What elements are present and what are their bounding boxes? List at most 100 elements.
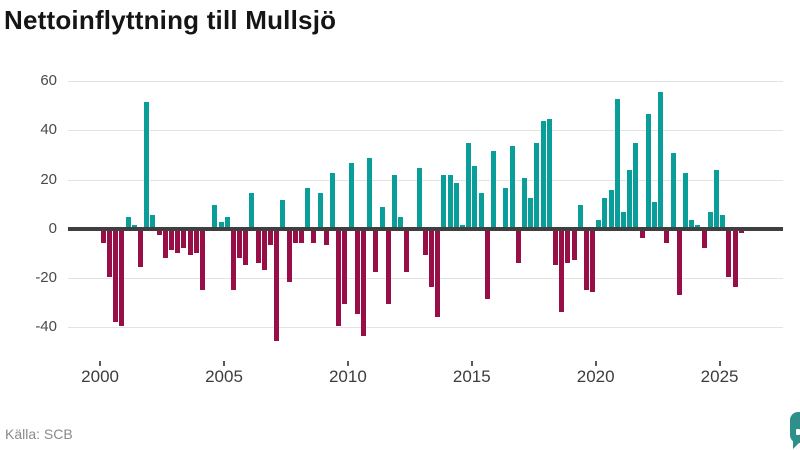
x-axis-label: 2005 <box>205 367 243 386</box>
bar <box>274 230 280 342</box>
bar <box>707 212 713 227</box>
y-axis-label: 0 <box>48 219 57 237</box>
bar <box>175 230 181 253</box>
x-axis-label: 2015 <box>452 367 491 386</box>
bar <box>540 121 546 227</box>
bar <box>162 230 168 258</box>
bar <box>422 230 428 256</box>
bar <box>317 192 323 227</box>
bar <box>621 212 627 227</box>
bar <box>336 230 342 327</box>
x-axis-label: 2025 <box>700 367 739 386</box>
bar <box>491 150 497 227</box>
y-axis-label: 20 <box>40 170 57 188</box>
bar <box>627 170 633 227</box>
x-axis-label: 2000 <box>81 367 119 386</box>
bar <box>602 197 608 227</box>
bar <box>429 230 435 288</box>
y-axis-label: 60 <box>40 72 57 90</box>
bar <box>676 230 682 295</box>
bar <box>100 230 106 243</box>
bar <box>565 230 571 263</box>
bar <box>292 230 298 243</box>
bar <box>460 224 466 227</box>
bar <box>738 230 744 233</box>
bar <box>670 153 676 227</box>
gridline <box>68 130 783 132</box>
bar <box>639 230 645 238</box>
bar <box>144 101 150 227</box>
bar <box>385 230 391 305</box>
gridline <box>68 278 783 279</box>
bar <box>478 192 484 227</box>
x-axis-tick <box>223 361 225 366</box>
bar <box>199 230 205 290</box>
bar <box>156 230 162 236</box>
bar <box>113 230 119 322</box>
gridline <box>68 179 783 181</box>
bar <box>720 214 726 227</box>
bar <box>125 217 131 227</box>
bar <box>348 163 354 227</box>
bar <box>416 168 422 227</box>
bar <box>664 230 670 243</box>
source-note: Källa: SCB <box>5 426 73 442</box>
y-axis-label: -40 <box>35 318 57 336</box>
bar <box>583 230 589 290</box>
bar <box>243 230 249 265</box>
gridline <box>68 327 783 329</box>
bar <box>373 230 379 273</box>
bar <box>268 230 274 246</box>
bar <box>107 230 113 278</box>
bar <box>546 118 552 227</box>
zero-axis-line <box>68 227 783 231</box>
bar <box>360 230 366 337</box>
bar <box>168 230 174 251</box>
x-axis-tick <box>346 361 349 366</box>
chart-title: Nettoinflyttning till Mullsjö <box>4 5 337 35</box>
bar <box>404 230 410 273</box>
bar <box>280 199 286 227</box>
bar <box>286 230 292 283</box>
bar <box>614 99 620 227</box>
bar <box>571 230 577 260</box>
bar <box>323 230 329 246</box>
bar <box>577 204 583 227</box>
bar <box>441 175 447 227</box>
bar <box>658 91 664 227</box>
bar <box>255 230 261 263</box>
bar <box>230 230 236 290</box>
x-axis-tick <box>470 361 473 366</box>
bar <box>299 230 305 243</box>
bar <box>503 187 509 227</box>
bar <box>138 230 144 268</box>
x-axis-label: 2010 <box>328 367 367 386</box>
bar <box>590 230 596 292</box>
bar <box>342 230 348 305</box>
bar <box>447 175 453 227</box>
bar <box>521 177 527 227</box>
y-axis-label: -20 <box>35 269 57 286</box>
bar <box>559 230 565 312</box>
bar <box>689 219 695 227</box>
bar <box>509 145 515 227</box>
bar <box>187 230 193 256</box>
bar <box>435 230 441 317</box>
bar <box>329 172 335 227</box>
bar <box>249 192 255 227</box>
gridline <box>68 81 783 83</box>
bar <box>726 230 732 278</box>
bar <box>150 214 156 227</box>
bar <box>398 217 404 227</box>
bar <box>391 175 397 227</box>
bar <box>181 230 187 248</box>
y-axis-label: 40 <box>40 121 57 139</box>
bar <box>713 170 719 227</box>
bar <box>652 202 658 227</box>
bar <box>633 143 639 227</box>
bar <box>379 207 385 227</box>
bar <box>645 113 651 227</box>
bar <box>695 224 701 227</box>
x-axis-tick <box>99 361 102 366</box>
